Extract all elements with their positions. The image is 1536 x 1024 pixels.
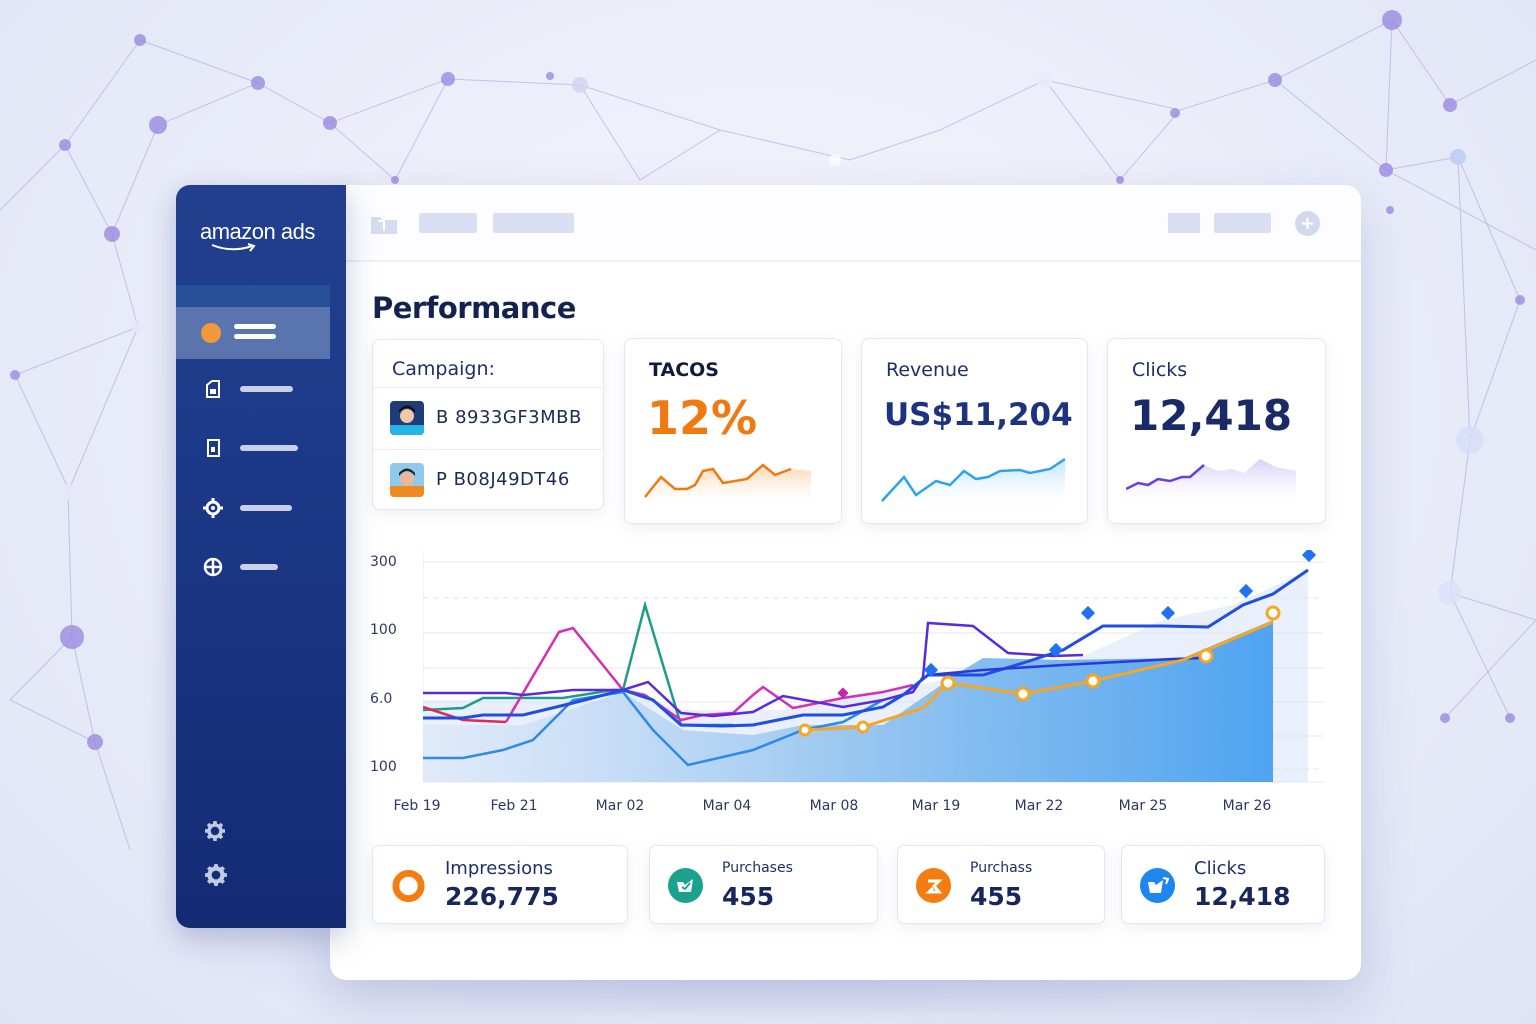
clicks-icon [1140,868,1175,903]
settings-icon [205,864,227,886]
campaign-list-item[interactable]: B 8933GF3MBB [373,387,603,447]
sidebar-band [176,285,330,307]
campaign-id: P B08J49DT46 [436,469,570,490]
toolbar-placeholder-4[interactable] [1214,213,1271,233]
y-tick-label: 6.0 [370,691,393,707]
stat-value: 455 [970,882,1023,911]
status-dot-icon [201,323,221,343]
amazon-ads-logo[interactable]: amazon ads [200,219,315,244]
sidebar-item-label [240,386,293,392]
folder-icon[interactable] [370,213,398,239]
revenue-sparkline [881,457,1066,509]
main-window: + Performance Campaign: B 8933GF3MBB P B… [330,185,1361,980]
sidebar-item-settings[interactable] [202,496,322,520]
stat-label: Clicks [1194,858,1247,879]
toolbar-placeholder-3[interactable] [1168,213,1200,233]
x-tick-label: Mar 22 [1014,798,1064,814]
clicks-sparkline [1126,459,1296,509]
sidebar-item-grid[interactable] [202,555,322,579]
menu-icon[interactable] [234,324,276,344]
stat-label: Purchass [970,860,1033,876]
campaign-avatar [390,462,424,497]
x-tick-label: Feb 21 [490,798,538,814]
stat-card-purchase[interactable]: Purchass 455 [897,845,1105,924]
x-tick-label: Mar 19 [911,798,961,814]
kpi-card-revenue[interactable]: Revenue US$11,204 [861,338,1088,524]
kpi-label: Revenue [886,359,969,381]
x-tick-label: Mar 25 [1118,798,1168,814]
stat-card-clicks[interactable]: Clicks 12,418 [1121,845,1325,924]
settings-button[interactable] [204,820,228,844]
x-tick-label: Mar 02 [595,798,645,814]
stat-value: 226,775 [445,882,559,911]
stat-value: 12,418 [1194,882,1291,911]
sidebar-item-documents[interactable] [202,377,322,401]
stat-value: 455 [722,882,775,911]
page-title: Performance [372,291,576,325]
purchase-icon [916,868,951,903]
stat-label: Purchases [722,860,793,876]
stat-label: Impressions [445,858,553,879]
stat-card-impressions[interactable]: Impressions 226,775 [372,845,628,924]
sidebar-item-label [240,505,292,511]
impressions-icon [391,868,426,903]
y-tick-label: 100 [370,622,397,638]
stat-card-purchases[interactable]: Purchases 455 [649,845,878,924]
kpi-label: Clicks [1132,359,1188,381]
campaign-label: Campaign: [392,358,495,380]
purchases-icon [668,868,703,903]
campaign-card: Campaign: B 8933GF3MBB P B08J49DT46 [372,339,604,510]
document-icon [202,378,224,400]
x-tick-label: Mar 26 [1222,798,1272,814]
x-tick-label: Mar 08 [809,798,859,814]
chart-plot-area [423,550,1323,783]
kpi-label: TACOS [649,359,719,381]
sidebar: amazon ads [176,185,346,928]
settings-icon [205,821,225,841]
toolbar-placeholder-1[interactable] [419,213,477,233]
x-tick-label: Feb 19 [393,798,441,814]
amazon-smile-icon [211,243,256,252]
kpi-card-clicks[interactable]: Clicks 12,418 [1107,338,1326,524]
sidebar-item-reports[interactable] [202,436,322,460]
campaign-avatar [390,400,424,435]
kpi-value: 12% [647,391,758,445]
settings-button-2[interactable] [204,863,228,887]
y-tick-label: 100 [370,759,397,775]
kpi-value: 12,418 [1130,391,1293,440]
tacos-sparkline [644,463,811,509]
kpi-card-tacos[interactable]: TACOS 12% [624,338,842,524]
x-tick-label: Mar 04 [702,798,752,814]
kpi-value: US$11,204 [884,397,1073,433]
campaign-id: B 8933GF3MBB [436,407,582,428]
top-bar: + [330,185,1361,262]
grid-icon [202,556,224,578]
sidebar-item-label [240,564,278,570]
y-tick-label: 300 [370,554,397,570]
report-icon [202,437,224,459]
user-avatar-icon[interactable]: + [1295,211,1320,236]
performance-chart[interactable]: 300 100 6.0 100 [370,550,1330,820]
toolbar-placeholder-2[interactable] [493,213,574,233]
settings-icon [202,497,224,519]
campaign-list-item[interactable]: P B08J49DT46 [373,449,603,509]
sidebar-item-label [240,445,298,451]
